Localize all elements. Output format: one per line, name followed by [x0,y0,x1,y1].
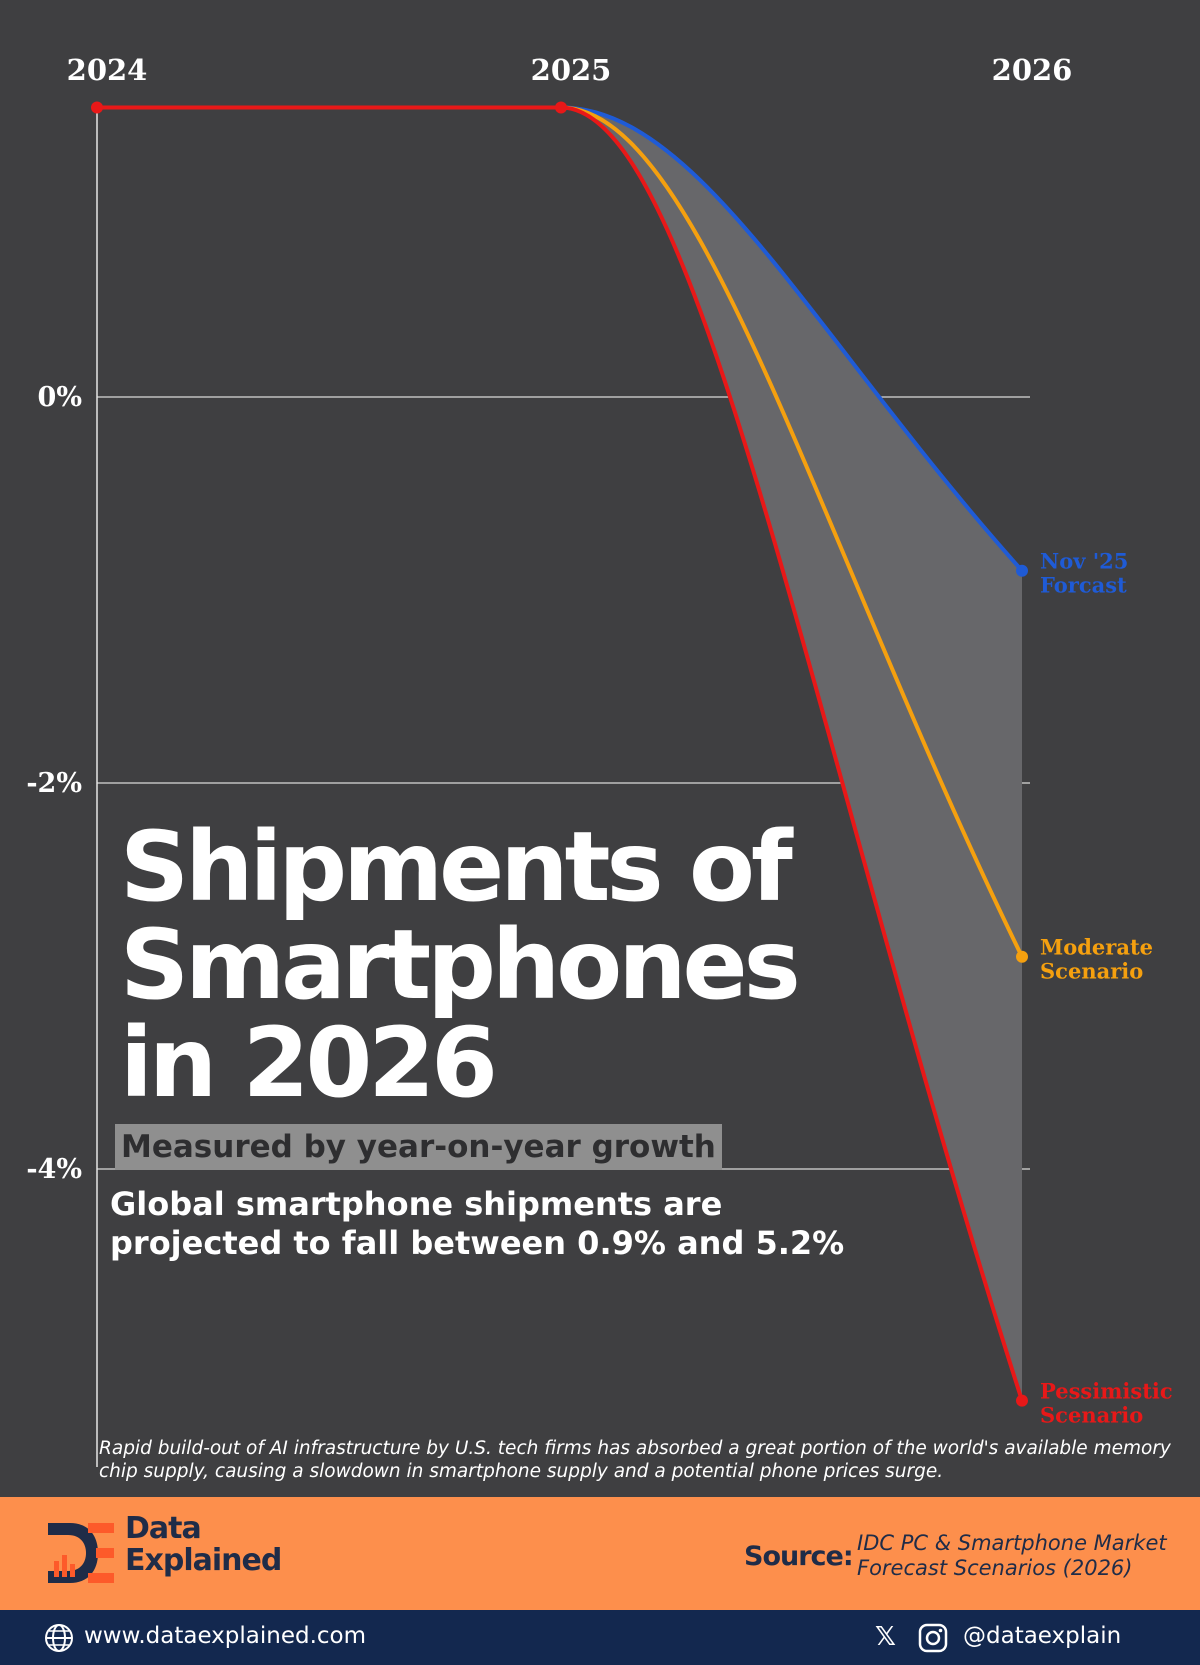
data-point [91,101,103,114]
data-point [1016,1394,1028,1407]
series-label-line: Scenario [1040,1403,1143,1428]
y-tick-label: 0% [38,382,82,413]
source-text: IDC PC & Smartphone Market Forecast Scen… [857,1531,1167,1580]
series-label-line: Nov '25 [1040,549,1128,574]
series-label-line: Forcast [1040,573,1127,598]
globe-icon [45,1624,73,1652]
brand-line-1: Data [125,1511,202,1546]
y-tick-label: -2% [26,768,82,799]
chart-description: Global smartphone shipments are projecte… [110,1185,845,1262]
brand-line-2: Explained [125,1543,282,1578]
brand-band: Data Explained Source: IDC PC & Smartpho… [0,1497,1200,1610]
title-line-1: Shipments of [120,811,793,923]
brand-name: Data Explained [125,1511,282,1578]
chart: 2024 2025 2026 0% -2% -4% Nov '25 Forcast Mode… [26,53,1173,1467]
x-tick-label: 2025 [531,53,612,87]
series-label-line: Scenario [1040,959,1143,984]
series-lines [95,105,1024,1403]
de-logo-icon [48,1523,114,1583]
instagram-icon[interactable] [918,1623,948,1653]
footer: www.dataexplained.com 𝕏 @dataexplain [0,1610,1200,1665]
data-point [555,101,567,114]
title-line-2: Smartphones [120,909,801,1021]
series-label: Pessimistic Scenario [1040,1379,1173,1428]
data-point [1016,564,1028,577]
data-point [1016,950,1028,963]
y-axis-ticks: 0% -2% -4% [26,382,82,1185]
series-line [95,105,1024,1403]
series-line [95,105,1024,959]
x-axis-ticks: 2024 2025 2026 [67,53,1073,87]
series-label: Nov '25 Forcast [1040,549,1128,598]
social-handle[interactable]: @dataexplain [963,1623,1122,1649]
series-line [95,105,1024,573]
series-points [91,101,1028,1407]
series-label: Moderate Scenario [1040,935,1153,984]
website-link[interactable]: www.dataexplained.com [84,1623,367,1649]
x-tick-label: 2024 [67,53,148,87]
footnote: Rapid build-out of AI infrastructure by … [99,1438,1171,1482]
x-tick-label: 2026 [992,53,1073,87]
title-line-3: in 2026 [120,1007,498,1119]
series-label-line: Pessimistic [1040,1379,1173,1404]
y-tick-label: -4% [26,1154,82,1185]
source-label: Source: [744,1541,854,1572]
x-icon[interactable]: 𝕏 [875,1622,896,1652]
series-label-line: Moderate [1040,935,1153,960]
chart-title: Shipments of Smartphones in 2026 [120,818,840,1112]
chart-subtitle: Measured by year-on-year growth [115,1124,722,1170]
